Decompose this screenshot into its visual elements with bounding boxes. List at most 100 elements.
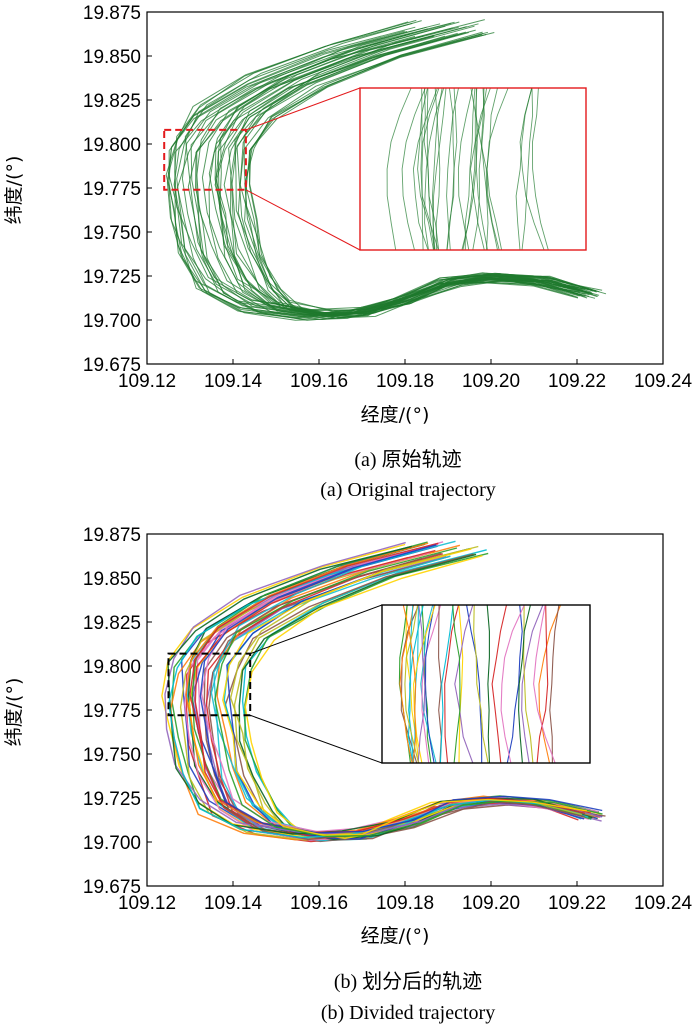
inset-trajectory-line	[432, 87, 443, 251]
inset-trajectory-line	[472, 87, 485, 251]
x-tick-label: 109.14	[204, 371, 263, 392]
x-tick-label: 109.12	[118, 893, 176, 914]
inset-trajectory-line	[386, 87, 412, 251]
inset-trajectory-line	[446, 87, 459, 251]
inset-trajectory-line	[500, 604, 525, 764]
inset-trajectory-line	[421, 604, 442, 764]
inset-trajectory-line	[457, 87, 474, 251]
inset-trajectory-line	[491, 604, 508, 764]
inset-trajectory-line	[412, 87, 438, 251]
y-tick-label: 19.750	[83, 223, 141, 244]
trajectory-line	[231, 32, 598, 316]
zoom-connector-bottom	[245, 189, 361, 251]
zoom-connector-top	[245, 87, 361, 131]
inset-trajectory-line	[402, 604, 417, 764]
inset-trajectory-line	[486, 604, 491, 764]
x-tick-label: 109.18	[376, 371, 434, 392]
trajectory-line	[167, 545, 585, 835]
trajectory-line	[215, 22, 580, 314]
inset-trajectory-line	[417, 87, 434, 251]
inset-trajectory-line	[549, 604, 560, 764]
inset-trajectory-line	[473, 604, 489, 764]
y-tick-label: 19.850	[83, 569, 141, 590]
panel-a-inset-trajectories	[359, 87, 587, 251]
panel-b-ylabel: 纬度/(°)	[3, 678, 25, 747]
trajectory-line	[168, 21, 586, 311]
trajectory-line	[200, 541, 599, 833]
x-tick-label: 109.22	[548, 371, 606, 392]
zoom-connector-top	[250, 604, 383, 655]
inset-trajectory-line	[533, 604, 556, 764]
x-tick-label: 109.24	[634, 371, 693, 392]
panel-a: 109.12 109.14 109.16 109.18 109.20 109.22 109.…	[3, 3, 692, 501]
panel-a-caption-cn: (a) 原始轨迹	[354, 448, 461, 471]
y-tick-label: 19.700	[83, 833, 141, 854]
panel-a-ylabel: 纬度/(°)	[3, 156, 25, 225]
y-tick-label: 19.775	[83, 701, 141, 722]
inset-trajectory-line	[446, 87, 458, 251]
inset-trajectory-line	[521, 87, 534, 251]
y-tick-label: 19.800	[83, 657, 141, 678]
panel-b-trajectories	[161, 540, 606, 843]
y-tick-label: 19.800	[83, 135, 141, 156]
trajectory-line	[244, 34, 575, 318]
panel-b-inset-trajectories	[381, 604, 591, 764]
inset-trajectory-line	[400, 604, 420, 764]
inset-trajectory-line	[413, 604, 436, 764]
y-tick-label: 19.700	[83, 311, 141, 332]
y-tick-label: 19.775	[83, 179, 141, 200]
inset-trajectory-line	[424, 604, 435, 764]
y-tick-label: 19.850	[83, 47, 141, 68]
inset-trajectory-line	[401, 87, 426, 251]
inset-trajectory-line	[538, 604, 562, 764]
trajectory-line	[214, 547, 603, 838]
inset-trajectory-line	[434, 87, 441, 251]
inset-trajectory-line	[475, 87, 488, 251]
x-tick-label: 109.18	[376, 893, 434, 914]
inset-trajectory-line	[532, 87, 549, 251]
inset-trajectory-line	[417, 604, 426, 764]
y-tick-label: 19.675	[83, 877, 141, 898]
zoom-region-box	[163, 128, 247, 191]
inset-trajectory-line	[421, 87, 440, 251]
inset-trajectory-line	[536, 604, 549, 764]
trajectory-line	[176, 26, 600, 316]
y-tick-label: 19.825	[83, 91, 141, 112]
inset-trajectory-line	[454, 604, 474, 764]
y-tick-label: 19.750	[83, 745, 141, 766]
x-tick-label: 109.22	[548, 893, 606, 914]
x-tick-label: 109.12	[118, 371, 176, 392]
trajectory-line	[167, 551, 586, 839]
inset-trajectory-line	[518, 604, 531, 764]
inset-trajectory-line	[481, 87, 498, 251]
panel-a-trajectories	[165, 19, 607, 321]
trajectory-line	[168, 33, 582, 319]
y-tick-label: 19.825	[83, 613, 141, 634]
panel-b-caption-cn: (b) 划分后的轨迹	[334, 970, 482, 993]
inset-trajectory-line	[424, 87, 445, 251]
x-tick-label: 109.14	[204, 893, 263, 914]
panel-b: 109.12 109.14 109.16 109.18 109.20 109.22 109.…	[3, 525, 692, 1024]
panel-a-ticks: 109.12 109.14 109.16 109.18 109.20 109.22 109.…	[83, 3, 693, 392]
zoom-region-box	[167, 652, 252, 717]
inset-trajectory-line	[470, 87, 489, 251]
y-tick-label: 19.875	[83, 525, 141, 546]
y-tick-label: 19.725	[83, 789, 141, 810]
y-tick-label: 19.675	[83, 355, 141, 376]
inset-frame	[381, 604, 591, 764]
panel-b-caption-en: (b) Divided trajectory	[321, 1002, 495, 1024]
trajectory-line	[239, 32, 593, 319]
y-tick-label: 19.875	[83, 3, 141, 24]
y-tick-label: 19.725	[83, 267, 141, 288]
inset-trajectory-line	[452, 604, 461, 764]
panel-a-caption-en: (a) Original trajectory	[320, 479, 495, 501]
inset-trajectory-line	[515, 87, 533, 251]
inset-trajectory-line	[521, 604, 544, 764]
inset-frame	[359, 87, 587, 251]
x-tick-label: 109.20	[462, 371, 520, 392]
x-tick-label: 109.20	[462, 893, 520, 914]
trajectory-line	[199, 544, 603, 834]
zoom-connector-bottom	[250, 714, 383, 764]
panel-b-xlabel: 经度/(°)	[361, 925, 430, 947]
